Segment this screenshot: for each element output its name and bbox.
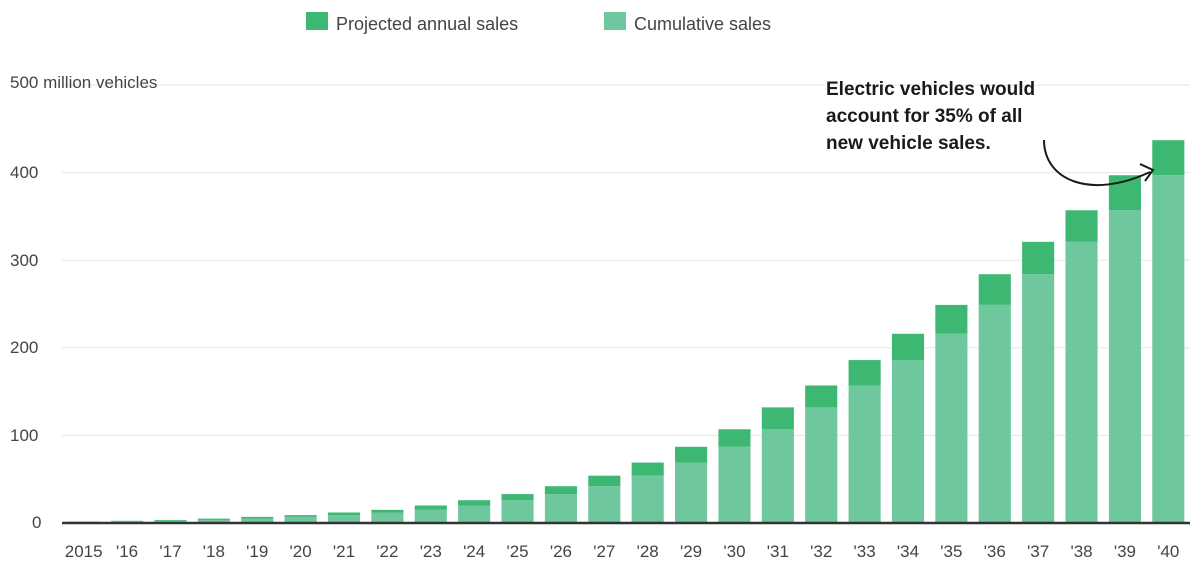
x-tick-label: '25 [506, 542, 528, 561]
x-tick-label: '31 [767, 542, 789, 561]
bar-projected-annual [979, 274, 1011, 305]
bar-projected-annual [371, 510, 403, 513]
bar-cumulative [1065, 242, 1097, 523]
grid [62, 85, 1190, 435]
x-tick-label: '37 [1027, 542, 1049, 561]
bar-projected-annual [1022, 242, 1054, 274]
bar-cumulative [762, 429, 794, 523]
legend: Projected annual sales Cumulative sales [306, 12, 771, 34]
x-tick-label: '21 [333, 542, 355, 561]
bar-projected-annual [718, 429, 750, 447]
x-tick-label: '29 [680, 542, 702, 561]
x-tick-label: '26 [550, 542, 572, 561]
y-tick-labels: 500 million vehicles 400 300 200 100 0 [10, 73, 157, 532]
bar-projected-annual [1065, 210, 1097, 242]
legend-label-projected: Projected annual sales [336, 14, 518, 34]
bar-projected-annual [935, 305, 967, 334]
bar-projected-annual [241, 517, 273, 519]
y-tick-label: 200 [10, 338, 38, 357]
x-tick-label: '18 [203, 542, 225, 561]
y-unit-label: 500 million vehicles [10, 73, 157, 92]
x-tick-label: 2015 [65, 542, 103, 561]
bar-projected-annual [892, 334, 924, 360]
bar-cumulative [892, 360, 924, 523]
y-tick-label: 300 [10, 251, 38, 270]
annotation-line: Electric vehicles would [826, 79, 1035, 100]
bar-cumulative [675, 463, 707, 523]
y-tick-label: 400 [10, 163, 38, 182]
bar-projected-annual [588, 476, 620, 487]
bar-projected-annual [805, 385, 837, 407]
annotation-line: account for 35% of all [826, 106, 1022, 127]
legend-label-cumulative: Cumulative sales [634, 14, 771, 34]
bar-projected-annual [762, 407, 794, 429]
x-tick-label: '16 [116, 542, 138, 561]
bar-cumulative [501, 500, 533, 523]
x-tick-label: '28 [637, 542, 659, 561]
legend-swatch-projected [306, 12, 328, 30]
bar-cumulative [1022, 274, 1054, 523]
x-tick-label: '36 [984, 542, 1006, 561]
annotation-arrow [1044, 140, 1150, 185]
bar-projected-annual [632, 463, 664, 476]
bar-cumulative [371, 512, 403, 523]
bar-cumulative [632, 476, 664, 523]
x-tick-label: '40 [1157, 542, 1179, 561]
bar-cumulative [805, 407, 837, 523]
bar-projected-annual [415, 505, 447, 509]
legend-swatch-cumulative [604, 12, 626, 30]
x-tick-label: '20 [290, 542, 312, 561]
x-tick-label: '39 [1114, 542, 1136, 561]
x-tick-label: '24 [463, 542, 485, 561]
bar-projected-annual [154, 520, 186, 521]
bar-cumulative [415, 510, 447, 523]
x-tick-label: '33 [854, 542, 876, 561]
legend-item-projected: Projected annual sales [306, 12, 518, 34]
bar-projected-annual [328, 512, 360, 515]
x-tick-label: '35 [940, 542, 962, 561]
bar-projected-annual [675, 447, 707, 463]
x-tick-label: '32 [810, 542, 832, 561]
y-tick-label: 100 [10, 426, 38, 445]
x-tick-label: '23 [420, 542, 442, 561]
x-tick-label: '34 [897, 542, 919, 561]
x-tick-label: '30 [723, 542, 745, 561]
bar-cumulative [849, 385, 881, 523]
bar-projected-annual [849, 360, 881, 385]
bar-projected-annual [1152, 140, 1184, 175]
x-tick-label: '17 [159, 542, 181, 561]
bar-cumulative [458, 505, 490, 523]
bar-projected-annual [198, 519, 230, 520]
bar-cumulative [588, 486, 620, 523]
bar-cumulative [979, 305, 1011, 523]
x-tick-label: '19 [246, 542, 268, 561]
x-tick-label: '38 [1070, 542, 1092, 561]
x-tick-label: '22 [376, 542, 398, 561]
x-tick-labels: 2015 '16 '17 '18 '19 '20 '21 '22 '23 '24 '25 '26 '27… [65, 542, 1180, 561]
annotation: Electric vehicles would account for 35% … [826, 79, 1153, 185]
bar-projected-annual [545, 486, 577, 494]
y-tick-label: 0 [32, 513, 41, 532]
bar-projected-annual [285, 515, 317, 517]
bar-projected-annual [458, 500, 490, 505]
bar-cumulative [545, 494, 577, 523]
legend-item-cumulative: Cumulative sales [604, 12, 771, 34]
x-tick-label: '27 [593, 542, 615, 561]
bar-projected-annual [501, 494, 533, 500]
bar-cumulative [1152, 175, 1184, 523]
bars [68, 140, 1185, 523]
bar-cumulative [1109, 210, 1141, 523]
bar-cumulative [935, 334, 967, 523]
bar-cumulative [718, 447, 750, 523]
annotation-line: new vehicle sales. [826, 133, 991, 154]
